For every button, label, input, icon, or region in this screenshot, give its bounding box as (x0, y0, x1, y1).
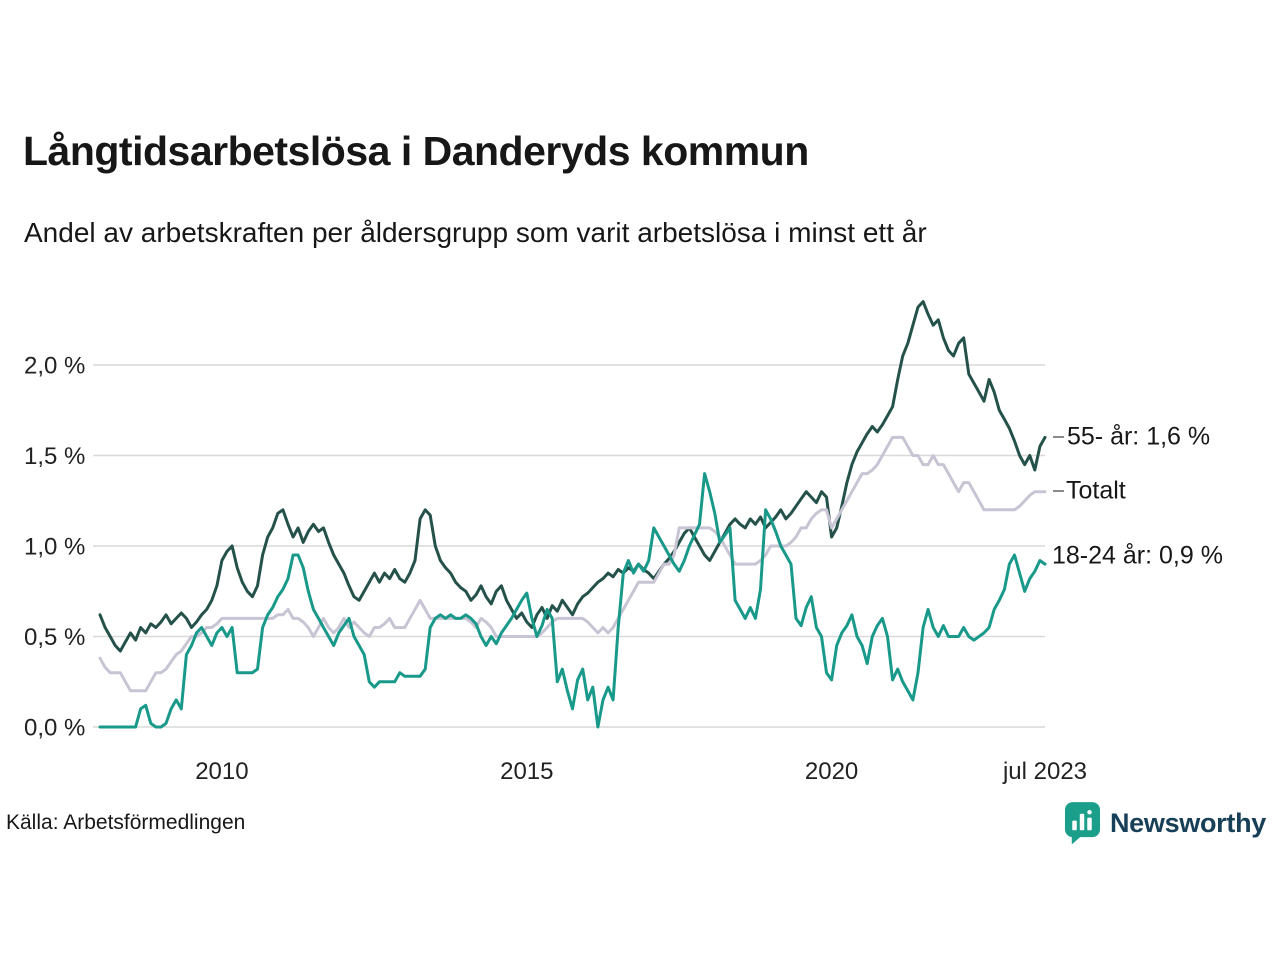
newsworthy-brand: Newsworthy (1064, 801, 1266, 845)
x-axis: 2010 2015 2020 jul 2023 (195, 758, 1087, 785)
source-note: Källa: Arbetsförmedlingen (6, 811, 246, 834)
gridlines: 0,0 % 0,5 % 1,0 % 1,5 % 2,0 % (24, 353, 1045, 742)
chart-subtitle: Andel av arbetskraften per åldersgrupp s… (24, 217, 927, 248)
series-line-totalt (98, 435, 1047, 693)
y-tick-label: 2,0 % (24, 353, 85, 380)
series-line-55-ar (98, 300, 1047, 653)
chart-title: Långtidsarbetslösa i Danderyds kommun (23, 128, 809, 174)
x-tick-label: 2020 (805, 758, 858, 785)
label-connector-55-icon (1053, 436, 1064, 438)
series-label-18-24: 18-24 år: 0,9 % (1052, 541, 1223, 570)
series-label-totalt: Totalt (1066, 476, 1126, 505)
series-label-55: 55- år: 1,6 % (1067, 422, 1211, 451)
brand-name: Newsworthy (1109, 807, 1266, 838)
y-tick-label: 0,5 % (24, 624, 85, 651)
label-connector-totalt-icon (1053, 490, 1064, 492)
y-tick-label: 1,0 % (24, 534, 85, 561)
x-tick-label: 2015 (500, 758, 553, 785)
y-tick-label: 0,0 % (24, 715, 85, 742)
series-line-18-24-ar (98, 472, 1047, 729)
y-tick-label: 1,5 % (24, 443, 85, 470)
newsworthy-logo-icon (1064, 802, 1100, 845)
x-tick-label: jul 2023 (1002, 758, 1087, 785)
series-lines (98, 300, 1047, 729)
x-tick-label: 2010 (195, 758, 248, 785)
